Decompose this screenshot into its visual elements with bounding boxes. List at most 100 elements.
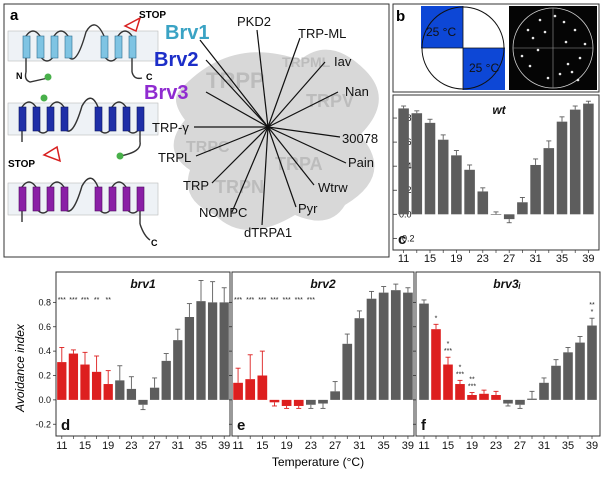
x-tick-label: 15: [442, 440, 454, 452]
significance-mark: ***: [69, 297, 77, 304]
arena-quadrants: 25 °C 25 °C: [421, 6, 505, 90]
bar: [115, 380, 125, 400]
significance-mark: *: [447, 341, 450, 348]
x-tick-label: 11: [232, 440, 243, 452]
leaf-trpg: TRP-γ: [152, 120, 189, 135]
bar: [257, 375, 268, 400]
bar: [138, 399, 148, 405]
bar: [126, 388, 137, 400]
tree-branches: [194, 29, 347, 226]
y-tick-label: 0.2: [38, 371, 51, 381]
x-tick-label: 23: [490, 440, 502, 452]
x-tick-label: 19: [466, 440, 478, 452]
bar: [354, 318, 365, 400]
fly: [562, 20, 566, 24]
x-tick-label: 19: [280, 440, 292, 452]
bar: [431, 329, 441, 400]
panel-d-chart: 0.80.60.40.20.0-0.2*** *** *** ** **11 15 19 23…: [35, 271, 231, 452]
chart-frame: [392, 94, 600, 251]
mutation-dot-green-1: [44, 73, 52, 81]
helix: [108, 106, 117, 132]
y-tick-label: 0.4: [38, 346, 51, 356]
branch-brv1: [199, 39, 269, 128]
tree-background-petals: [173, 49, 379, 230]
branch-30078: [267, 126, 341, 138]
leaf-pkd2: PKD2: [237, 14, 271, 29]
helix: [60, 186, 69, 212]
c-terminus-tail-1: [131, 71, 143, 80]
helix: [94, 106, 103, 132]
helix: [114, 35, 123, 59]
significance-mark: ***: [283, 297, 291, 304]
bar: [479, 393, 489, 400]
membrane-band-2: [7, 102, 159, 136]
panel-letter: f: [421, 417, 427, 434]
family-watermark-trpn: TRPN: [215, 177, 264, 197]
brv2-topology-diagram: STOP: [7, 94, 159, 170]
phylogenetic-tree: TRPP TRPML TRPV TRPC TRPN TRPA: [144, 14, 379, 240]
chart-title: wt: [492, 103, 506, 117]
leaf-nan: Nan: [345, 84, 369, 99]
bar: [419, 303, 429, 400]
stop-label-top: STOP: [139, 10, 166, 21]
fly: [536, 48, 540, 52]
brv1-topology-diagram: N C STOP: [7, 10, 166, 83]
c-terminus-tail-3: [139, 223, 151, 241]
bar: [443, 364, 453, 400]
bar: [503, 214, 515, 220]
fly: [583, 42, 587, 46]
bar: [330, 391, 340, 400]
significance-mark: ***: [307, 297, 315, 304]
bar: [583, 103, 594, 215]
bar: [569, 109, 581, 215]
x-tick-label: 31: [538, 440, 550, 452]
fly: [520, 54, 524, 58]
x-tick-label: 35: [195, 440, 207, 452]
helix: [46, 106, 55, 132]
significance-mark: **: [94, 297, 100, 304]
bar: [91, 371, 102, 400]
bar: [467, 395, 477, 400]
branch-pyr: [267, 126, 297, 208]
bar: [245, 379, 256, 400]
family-watermark-trpml: TRPML: [282, 54, 331, 70]
panel-a: a N C STOP: [3, 3, 390, 258]
significance-mark: ***: [295, 297, 303, 304]
temp-label-top: 25 °C: [426, 25, 456, 39]
x-tick-label: 39: [586, 440, 598, 452]
fly: [573, 28, 577, 32]
brv1-label: Brv1: [165, 22, 209, 44]
helix: [122, 106, 131, 132]
x-tick-label: 11: [418, 440, 429, 452]
bar: [517, 202, 528, 215]
x-tick-label: 19: [102, 440, 114, 452]
bar: [378, 292, 389, 400]
bar: [477, 191, 489, 215]
x-tick-label: 23: [477, 253, 489, 265]
n-terminus-label-1: N: [16, 71, 23, 81]
significance-mark: ***: [456, 371, 464, 378]
helix: [136, 106, 145, 132]
bar: [196, 301, 206, 400]
bar: [530, 164, 541, 215]
bar: [306, 399, 316, 405]
panel-letter: e: [237, 417, 245, 434]
bar: [173, 340, 183, 400]
bar: [398, 108, 409, 215]
bar: [68, 353, 79, 400]
bar: [342, 343, 353, 400]
significance-mark: ***: [81, 297, 89, 304]
bar: [161, 360, 171, 400]
significance-mark: *: [459, 364, 462, 371]
brv3-topology-diagram: C: [7, 177, 159, 248]
tree-leaf-labels: PKD2 TRP-ML Iav Nan 30078 Pain Wtrw Pyr …: [152, 14, 378, 240]
fly: [531, 36, 535, 40]
y-axis-label: Avoidance index: [13, 323, 27, 413]
bar: [103, 384, 113, 400]
bar: [556, 121, 568, 215]
bar: [80, 364, 90, 400]
bar: [149, 387, 160, 400]
stop-arrow-icon-1: [123, 16, 142, 33]
